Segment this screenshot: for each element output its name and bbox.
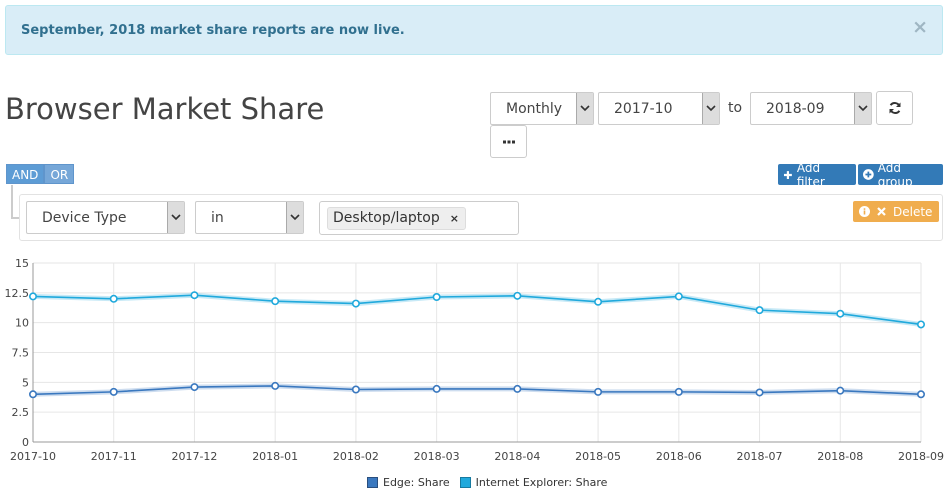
edge-series-point xyxy=(271,381,280,390)
refresh-icon xyxy=(889,102,900,114)
chart-legend: Edge: Share Internet Explorer: Share xyxy=(367,476,607,489)
y-tick-label: 2.5 xyxy=(12,406,30,419)
chevron-down-icon xyxy=(576,93,593,124)
x-tick-label: 2018-01 xyxy=(252,450,298,463)
edge-series-point xyxy=(109,387,118,396)
y-tick-label: 10 xyxy=(15,317,29,330)
edge-series-point xyxy=(916,390,925,399)
add-filter-button[interactable]: Add filter xyxy=(778,161,856,189)
x-tick-label: 2018-04 xyxy=(494,450,540,463)
ie-series-point xyxy=(190,291,199,300)
close-icon[interactable]: × xyxy=(449,212,459,225)
or-button[interactable]: OR xyxy=(44,164,75,184)
chevron-down-icon xyxy=(167,202,184,233)
y-tick-label: 12.5 xyxy=(5,287,30,300)
x-tick-label: 2018-06 xyxy=(656,450,702,463)
field-select-value: Device Type xyxy=(42,210,127,226)
page-title: Browser Market Share xyxy=(5,92,325,126)
from-date-value: 2017-10 xyxy=(614,101,673,117)
edge-series-band xyxy=(32,383,922,397)
y-tick-label: 15 xyxy=(15,257,29,270)
field-select[interactable]: Device Type xyxy=(26,201,185,234)
delete-rule-button[interactable]: Delete xyxy=(853,201,939,222)
ie-series-point xyxy=(271,297,280,306)
chevron-down-icon xyxy=(286,202,303,233)
to-label: to xyxy=(728,100,743,116)
to-date-select[interactable]: 2018-09 xyxy=(750,92,872,125)
y-tick-label: 5 xyxy=(22,376,29,389)
edge-series-point xyxy=(836,386,845,395)
y-tick-label: 7.5 xyxy=(12,347,30,360)
to-date-value: 2018-09 xyxy=(766,101,825,117)
value-tag-label: Desktop/laptop xyxy=(333,210,440,226)
x-tick-label: 2018-02 xyxy=(333,450,379,463)
edge-series-point xyxy=(432,384,441,393)
ie-series-point xyxy=(836,309,845,318)
ie-series-point xyxy=(351,299,360,308)
ellipsis-icon xyxy=(502,140,515,143)
edge-series-point xyxy=(674,387,683,396)
legend-item-ie[interactable]: Internet Explorer: Share xyxy=(459,476,608,489)
from-date-select[interactable]: 2017-10 xyxy=(598,92,720,125)
legend-swatch-edge xyxy=(367,477,378,488)
add-group-label: Add group xyxy=(877,160,913,189)
value-tag: Desktop/laptop × xyxy=(327,207,466,230)
ie-series-point xyxy=(594,297,603,306)
x-tick-label: 2018-03 xyxy=(414,450,460,463)
operator-select-value: in xyxy=(211,210,224,226)
edge-series-point xyxy=(513,384,522,393)
x-tick-label: 2018-05 xyxy=(575,450,621,463)
close-icon xyxy=(877,207,886,216)
ie-series-point xyxy=(109,294,118,303)
and-or-toggle: AND OR xyxy=(6,164,75,184)
edge-series-point xyxy=(28,390,37,399)
more-options-button[interactable] xyxy=(490,125,527,158)
group-connector xyxy=(11,185,25,219)
add-group-button[interactable]: Add group xyxy=(858,161,943,189)
ie-series-line xyxy=(32,294,922,326)
alert-message: September, 2018 market share reports are… xyxy=(21,23,405,38)
plus-circle-icon xyxy=(863,169,874,180)
delete-label: Delete xyxy=(893,204,933,219)
edge-series-point xyxy=(190,383,199,392)
x-tick-label: 2017-11 xyxy=(91,450,137,463)
and-button[interactable]: AND xyxy=(6,164,45,184)
edge-series-point xyxy=(594,387,603,396)
ie-series-point xyxy=(755,306,764,315)
legend-swatch-ie xyxy=(459,477,471,488)
x-tick-label: 2017-12 xyxy=(171,450,217,463)
period-select-value: Monthly xyxy=(506,101,563,117)
x-tick-label: 2017-10 xyxy=(10,450,56,463)
edge-series-point xyxy=(755,388,764,397)
value-multiselect[interactable]: Desktop/laptop × xyxy=(319,201,519,235)
x-tick-label: 2018-08 xyxy=(817,450,863,463)
x-tick-label: 2018-07 xyxy=(737,450,783,463)
legend-label-ie: Internet Explorer: Share xyxy=(475,476,608,489)
legend-item-edge[interactable]: Edge: Share xyxy=(367,476,450,489)
ie-series-point xyxy=(432,293,441,302)
x-tick-label: 2018-09 xyxy=(898,450,944,463)
edge-series-point xyxy=(351,385,360,394)
operator-select[interactable]: in xyxy=(195,201,304,234)
ie-series-point xyxy=(916,320,925,329)
chevron-down-icon xyxy=(702,93,719,124)
info-icon xyxy=(859,206,870,217)
y-tick-label: 0 xyxy=(22,436,29,449)
plus-icon xyxy=(783,170,792,179)
info-alert: September, 2018 market share reports are… xyxy=(5,5,943,55)
legend-label-edge: Edge: Share xyxy=(383,476,450,489)
edge-series-line xyxy=(32,385,922,396)
ie-series-point xyxy=(28,292,37,301)
ie-series-point xyxy=(513,291,522,300)
add-filter-label: Add filter xyxy=(796,160,825,189)
refresh-button[interactable] xyxy=(876,91,913,125)
period-select[interactable]: Monthly xyxy=(490,92,594,125)
chevron-down-icon xyxy=(854,93,871,124)
ie-series-band xyxy=(32,292,922,327)
close-icon[interactable]: × xyxy=(912,16,928,38)
ie-series-point xyxy=(674,292,683,301)
